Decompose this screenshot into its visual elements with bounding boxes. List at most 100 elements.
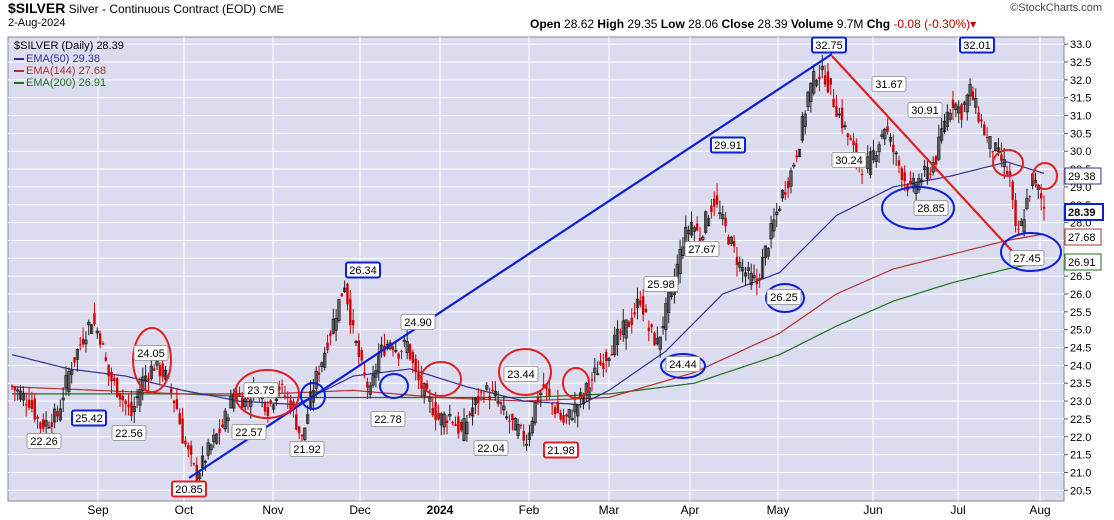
price-bar-body bbox=[118, 392, 122, 400]
price-label-box bbox=[543, 441, 579, 459]
price-label: 22.78 bbox=[374, 414, 402, 426]
price-bar-body bbox=[1017, 228, 1020, 230]
price-bar-body bbox=[888, 137, 893, 142]
price-bar-body bbox=[187, 445, 190, 450]
price-bar-body bbox=[877, 144, 881, 153]
price-bar-body bbox=[203, 460, 207, 463]
price-bar-body bbox=[243, 398, 247, 407]
price-label-box bbox=[811, 36, 847, 54]
price-bar-body bbox=[27, 399, 31, 408]
price-label-box bbox=[171, 480, 207, 498]
price-bar-body bbox=[149, 365, 153, 380]
price-label: 25.42 bbox=[75, 413, 103, 425]
price-bar-body bbox=[502, 405, 506, 411]
price-bar-body bbox=[360, 350, 363, 361]
price-bar-body bbox=[548, 388, 551, 396]
highlight-ellipse bbox=[420, 361, 462, 397]
price-bar-body bbox=[784, 192, 787, 195]
price-bar-body bbox=[977, 112, 980, 122]
price-bar-body bbox=[212, 434, 216, 443]
price-bar-body bbox=[110, 371, 113, 382]
price-label: 21.98 bbox=[547, 445, 575, 457]
price-bar-body bbox=[937, 136, 941, 160]
price-label-box bbox=[231, 424, 267, 440]
price-bar-body bbox=[596, 373, 600, 376]
price-bar-body bbox=[493, 390, 497, 397]
price-bar-body bbox=[874, 154, 878, 162]
price-bar-body bbox=[144, 375, 148, 382]
price-bar-body bbox=[61, 397, 65, 401]
price-label: 26.34 bbox=[349, 265, 377, 277]
price-bar-body bbox=[513, 418, 517, 431]
price-bar-body bbox=[945, 111, 949, 127]
y-tick-label: 25.0 bbox=[1070, 325, 1091, 337]
price-bar-body bbox=[1028, 196, 1031, 198]
price-bar-body bbox=[314, 370, 318, 389]
right-value-box bbox=[1064, 203, 1104, 221]
price-bar-body bbox=[635, 298, 640, 308]
price-bar-body bbox=[738, 262, 742, 268]
price-bar-body bbox=[627, 321, 631, 328]
chart-date: 2-Aug-2024 bbox=[8, 17, 66, 29]
x-tick-label: Feb bbox=[519, 503, 540, 517]
price-bar-body bbox=[698, 237, 702, 241]
price-bar-body bbox=[283, 395, 287, 397]
price-bar-body bbox=[536, 396, 540, 403]
price-bar-body bbox=[630, 317, 633, 325]
y-tick-label: 31.0 bbox=[1070, 111, 1091, 123]
price-bar-body bbox=[550, 403, 554, 405]
price-bar-body bbox=[496, 401, 500, 404]
price-bar-body bbox=[263, 402, 267, 412]
price-bar-body bbox=[206, 442, 210, 456]
price-label: 27.67 bbox=[688, 244, 716, 256]
price-bar-body bbox=[414, 358, 417, 373]
price-bar-body bbox=[354, 341, 358, 343]
legend-ema50: EMA(50) 29.38 bbox=[26, 53, 100, 65]
price-bar-body bbox=[991, 151, 995, 153]
x-tick-label: Jun bbox=[863, 503, 882, 517]
price-bar-body bbox=[75, 349, 79, 360]
price-bar-body bbox=[408, 344, 412, 360]
y-tick-label: 23.0 bbox=[1070, 396, 1091, 408]
ema50-line bbox=[11, 161, 1045, 406]
price-bar-body bbox=[519, 425, 523, 427]
price-bar-body bbox=[758, 277, 761, 280]
price-bar-body bbox=[1002, 159, 1006, 168]
y-tick-label: 25.5 bbox=[1070, 307, 1091, 319]
price-bar-body bbox=[667, 292, 671, 313]
price-bar-body bbox=[25, 404, 28, 406]
price-bar-body bbox=[658, 336, 662, 350]
price-bar-body bbox=[175, 399, 179, 409]
price-bar-body bbox=[814, 80, 819, 86]
y-tick-label: 32.5 bbox=[1070, 57, 1091, 69]
price-bar-body bbox=[107, 364, 110, 377]
price-bar-body bbox=[289, 400, 292, 412]
price-bar-body bbox=[465, 421, 469, 435]
price-bar-body bbox=[661, 326, 665, 329]
price-bar-body bbox=[98, 333, 102, 345]
price-bar-body bbox=[371, 374, 375, 386]
price-bar-body bbox=[567, 409, 571, 418]
highlight-ellipse bbox=[1000, 232, 1062, 272]
price-bar-body bbox=[44, 420, 48, 427]
legend: $SILVER (Daily) 28.39 EMA(50) 29.38 EMA(… bbox=[14, 40, 124, 89]
y-tick-label: 30.5 bbox=[1070, 128, 1091, 140]
highlight-ellipse bbox=[765, 283, 805, 313]
price-bar-body bbox=[678, 249, 682, 275]
price-bar-body bbox=[849, 138, 852, 141]
price-bar-body bbox=[473, 398, 478, 406]
price-bar-body bbox=[940, 128, 944, 141]
price-bar-body bbox=[184, 440, 187, 445]
price-bar-body bbox=[391, 346, 395, 351]
price-label: 31.67 bbox=[875, 79, 903, 91]
y-tick-label: 30.0 bbox=[1070, 146, 1091, 158]
price-bar-body bbox=[47, 426, 51, 429]
price-bar-body bbox=[655, 337, 659, 345]
highlight-ellipse bbox=[1032, 162, 1058, 190]
price-bar-body bbox=[602, 363, 605, 369]
price-bar-body bbox=[886, 126, 889, 132]
price-label-box bbox=[345, 261, 381, 279]
price-bar-body bbox=[394, 349, 398, 352]
price-bar-body bbox=[491, 389, 494, 391]
